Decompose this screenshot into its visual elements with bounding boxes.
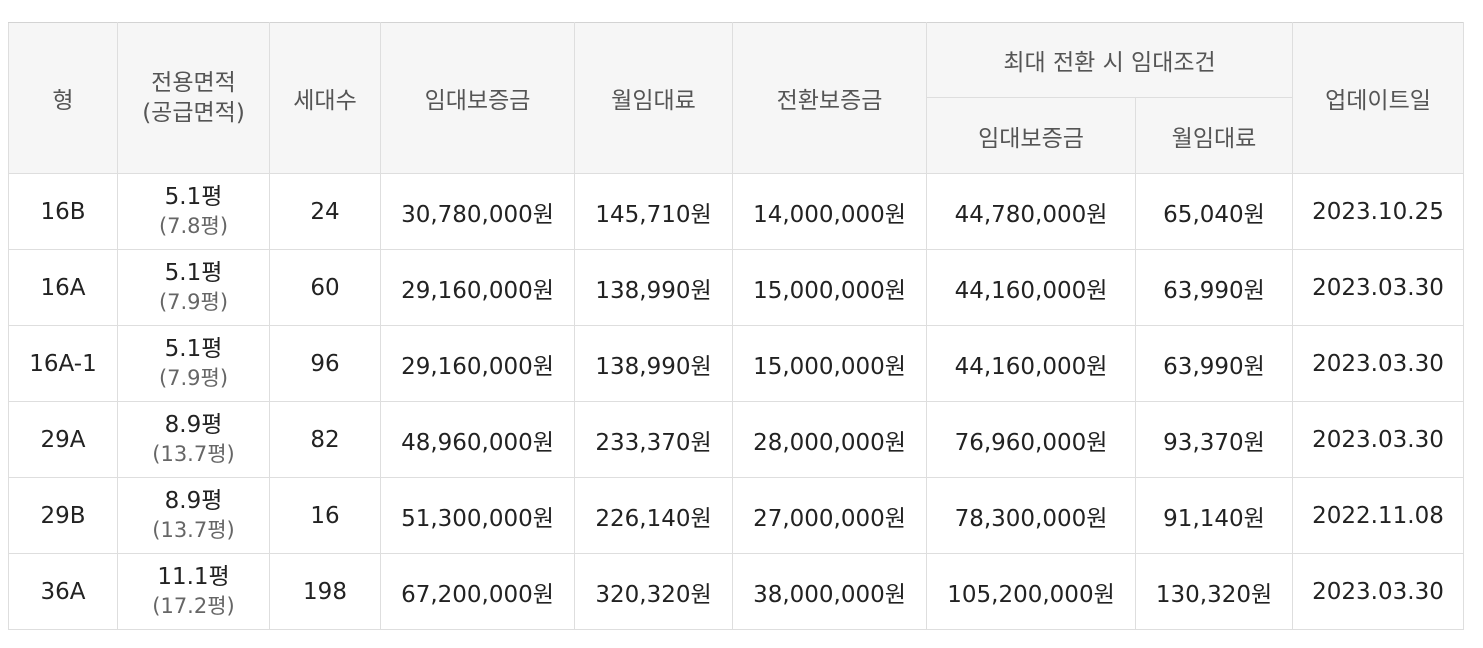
rental-conditions-table: 형 전용면적 (공급면적) 세대수 임대보증금 월임대료 전환보증금 최대 전환… bbox=[8, 22, 1464, 630]
cell-conversion-deposit: 28,000,000원 bbox=[732, 401, 927, 478]
cell-area-supply: (13.7평) bbox=[152, 517, 235, 542]
cell-type: 29B bbox=[8, 477, 118, 554]
cell-area-supply: (7.8평) bbox=[158, 213, 229, 238]
rental-table-container: 형 전용면적 (공급면적) 세대수 임대보증금 월임대료 전환보증금 최대 전환… bbox=[8, 22, 1464, 630]
cell-conversion-deposit: 27,000,000원 bbox=[732, 477, 927, 554]
col-header-area-line2: (공급면적) bbox=[142, 100, 245, 126]
cell-deposit: 29,160,000원 bbox=[380, 325, 575, 402]
header-subrow: 임대보증금 월임대료 bbox=[9, 97, 1464, 174]
header-row: 형 전용면적 (공급면적) 세대수 임대보증금 월임대료 전환보증금 최대 전환… bbox=[8, 22, 1464, 174]
table-row: 16A-1 5.1평 (7.9평) 96 29,160,000원 138,990… bbox=[8, 325, 1464, 402]
cell-type: 16B bbox=[8, 173, 118, 250]
col-header-type: 형 bbox=[8, 22, 118, 174]
cell-households: 198 bbox=[269, 553, 381, 630]
cell-type: 16A bbox=[8, 249, 118, 326]
cell-updated: 2023.03.30 bbox=[1292, 553, 1464, 630]
cell-area: 8.9평 (13.7평) bbox=[117, 477, 270, 554]
cell-area: 5.1평 (7.9평) bbox=[117, 325, 270, 402]
table-row: 16B 5.1평 (7.8평) 24 30,780,000원 145,710원 … bbox=[8, 173, 1464, 250]
cell-area-exclusive: 8.9평 bbox=[164, 411, 223, 438]
col-header-deposit: 임대보증금 bbox=[380, 22, 575, 174]
col-header-max-monthly-rent: 월임대료 bbox=[1135, 97, 1293, 174]
cell-max-deposit: 44,780,000원 bbox=[926, 173, 1136, 250]
cell-conversion-deposit: 15,000,000원 bbox=[732, 325, 927, 402]
cell-households: 82 bbox=[269, 401, 381, 478]
cell-conversion-deposit: 38,000,000원 bbox=[732, 553, 927, 630]
table-row: 29A 8.9평 (13.7평) 82 48,960,000원 233,370원… bbox=[8, 401, 1464, 478]
cell-area-exclusive: 5.1평 bbox=[164, 259, 223, 286]
cell-area-supply: (13.7평) bbox=[152, 441, 235, 466]
cell-max-monthly-rent: 91,140원 bbox=[1135, 477, 1293, 554]
cell-type: 29A bbox=[8, 401, 118, 478]
col-header-area-line1: 전용면적 bbox=[151, 70, 236, 96]
cell-max-deposit: 44,160,000원 bbox=[926, 249, 1136, 326]
cell-households: 16 bbox=[269, 477, 381, 554]
cell-conversion-deposit: 14,000,000원 bbox=[732, 173, 927, 250]
cell-updated: 2023.03.30 bbox=[1292, 325, 1464, 402]
cell-area: 11.1평 (17.2평) bbox=[117, 553, 270, 630]
cell-conversion-deposit: 15,000,000원 bbox=[732, 249, 927, 326]
col-header-households: 세대수 bbox=[269, 22, 381, 174]
cell-max-monthly-rent: 65,040원 bbox=[1135, 173, 1293, 250]
cell-deposit: 29,160,000원 bbox=[380, 249, 575, 326]
cell-deposit: 30,780,000원 bbox=[380, 173, 575, 250]
cell-households: 96 bbox=[269, 325, 381, 402]
cell-updated: 2022.11.08 bbox=[1292, 477, 1464, 554]
cell-monthly-rent: 138,990원 bbox=[574, 325, 733, 402]
cell-max-deposit: 78,300,000원 bbox=[926, 477, 1136, 554]
cell-updated: 2023.03.30 bbox=[1292, 249, 1464, 326]
cell-type: 16A-1 bbox=[8, 325, 118, 402]
cell-max-monthly-rent: 63,990원 bbox=[1135, 325, 1293, 402]
cell-deposit: 48,960,000원 bbox=[380, 401, 575, 478]
cell-area: 5.1평 (7.8평) bbox=[117, 173, 270, 250]
table-row: 29B 8.9평 (13.7평) 16 51,300,000원 226,140원… bbox=[8, 477, 1464, 554]
cell-max-deposit: 76,960,000원 bbox=[926, 401, 1136, 478]
cell-area-exclusive: 8.9평 bbox=[164, 487, 223, 514]
cell-area-exclusive: 11.1평 bbox=[157, 563, 230, 590]
cell-area-supply: (17.2평) bbox=[152, 593, 235, 618]
cell-area-supply: (7.9평) bbox=[158, 365, 229, 390]
col-header-conversion-deposit: 전환보증금 bbox=[732, 22, 927, 174]
cell-max-monthly-rent: 63,990원 bbox=[1135, 249, 1293, 326]
cell-area-exclusive: 5.1평 bbox=[164, 183, 223, 210]
table-body: 16B 5.1평 (7.8평) 24 30,780,000원 145,710원 … bbox=[8, 173, 1464, 630]
cell-area-supply: (7.9평) bbox=[158, 289, 229, 314]
cell-max-monthly-rent: 93,370원 bbox=[1135, 401, 1293, 478]
cell-max-deposit: 105,200,000원 bbox=[926, 553, 1136, 630]
cell-area: 5.1평 (7.9평) bbox=[117, 249, 270, 326]
cell-monthly-rent: 233,370원 bbox=[574, 401, 733, 478]
cell-type: 36A bbox=[8, 553, 118, 630]
cell-monthly-rent: 145,710원 bbox=[574, 173, 733, 250]
cell-area-exclusive: 5.1평 bbox=[164, 335, 223, 362]
col-header-updated: 업데이트일 bbox=[1292, 22, 1464, 174]
table-row: 16A 5.1평 (7.9평) 60 29,160,000원 138,990원 … bbox=[8, 249, 1464, 326]
cell-monthly-rent: 320,320원 bbox=[574, 553, 733, 630]
table-header: 형 전용면적 (공급면적) 세대수 임대보증금 월임대료 전환보증금 최대 전환… bbox=[8, 22, 1464, 174]
cell-deposit: 67,200,000원 bbox=[380, 553, 575, 630]
col-header-monthly-rent: 월임대료 bbox=[574, 22, 733, 174]
cell-max-monthly-rent: 130,320원 bbox=[1135, 553, 1293, 630]
col-header-max-conversion: 최대 전환 시 임대조건 bbox=[926, 22, 1293, 98]
cell-area: 8.9평 (13.7평) bbox=[117, 401, 270, 478]
cell-updated: 2023.03.30 bbox=[1292, 401, 1464, 478]
cell-updated: 2023.10.25 bbox=[1292, 173, 1464, 250]
col-header-max-deposit: 임대보증금 bbox=[926, 97, 1136, 174]
cell-deposit: 51,300,000원 bbox=[380, 477, 575, 554]
table-row: 36A 11.1평 (17.2평) 198 67,200,000원 320,32… bbox=[8, 553, 1464, 630]
col-header-area: 전용면적 (공급면적) bbox=[117, 22, 270, 174]
cell-monthly-rent: 226,140원 bbox=[574, 477, 733, 554]
cell-households: 24 bbox=[269, 173, 381, 250]
cell-households: 60 bbox=[269, 249, 381, 326]
cell-monthly-rent: 138,990원 bbox=[574, 249, 733, 326]
cell-max-deposit: 44,160,000원 bbox=[926, 325, 1136, 402]
